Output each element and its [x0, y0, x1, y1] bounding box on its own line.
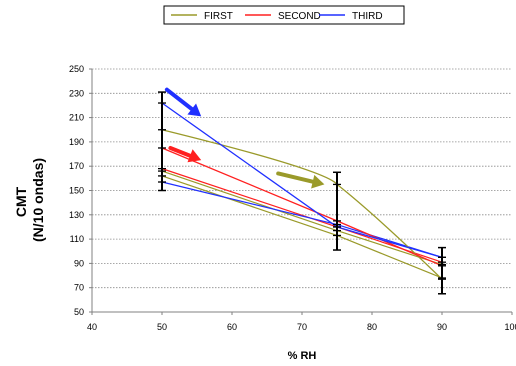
data-line: [161, 170, 443, 266]
y-tick-label: 190: [69, 137, 84, 147]
y-tick-label: 170: [69, 161, 84, 171]
y-tick-label: 90: [74, 258, 84, 268]
error-bar-layer: [158, 91, 446, 295]
x-axis-ticks: 40 50 60 70 80 90 100: [87, 312, 516, 332]
x-tick-label: 90: [437, 322, 447, 332]
annotation-arrow-head: [187, 149, 202, 163]
y-axis-label: CMT (N/10 ondas): [13, 158, 46, 242]
x-axis-label: % RH: [288, 350, 317, 362]
annotation-arrow: [164, 87, 194, 112]
y-tick-label: 70: [74, 283, 84, 293]
annotation-arrow: [168, 145, 193, 158]
x-tick-label: 40: [87, 322, 97, 332]
y-tick-label: 250: [69, 64, 84, 74]
series-line-second: [161, 147, 443, 267]
y-tick-label: 210: [69, 113, 84, 123]
series-layer: [161, 102, 443, 280]
legend-label: SECOND: [278, 11, 321, 22]
annotation-arrow-head: [311, 174, 325, 189]
legend-label: THIRD: [352, 11, 383, 22]
y-axis-label-line1: CMT: [13, 186, 29, 217]
annotation-arrow-head: [187, 103, 202, 117]
x-tick-label: 50: [157, 322, 167, 332]
y-tick-label: 50: [74, 307, 84, 317]
x-tick-label: 100: [504, 322, 516, 332]
y-tick-label: 230: [69, 88, 84, 98]
legend: FIRST SECOND THIRD: [163, 5, 405, 25]
x-tick-label: 60: [227, 322, 237, 332]
grid: [91, 68, 512, 313]
y-axis-ticks: 50 70 90 110 130 150 170 190 210 230 250: [69, 64, 92, 317]
legend-box: [163, 5, 405, 25]
x-tick-label: 80: [367, 322, 377, 332]
y-tick-label: 150: [69, 186, 84, 196]
x-tick-label: 70: [297, 322, 307, 332]
annotation-arrow-layer: [164, 87, 325, 189]
y-tick-label: 110: [70, 234, 84, 244]
legend-label: FIRST: [204, 11, 233, 22]
y-axis-label-line2: (N/10 ondas): [30, 158, 46, 242]
data-line: [161, 181, 443, 258]
y-tick-label: 130: [69, 210, 84, 220]
series-line-first: [161, 129, 443, 280]
annotation-arrow: [276, 171, 315, 184]
data-line: [161, 175, 443, 279]
